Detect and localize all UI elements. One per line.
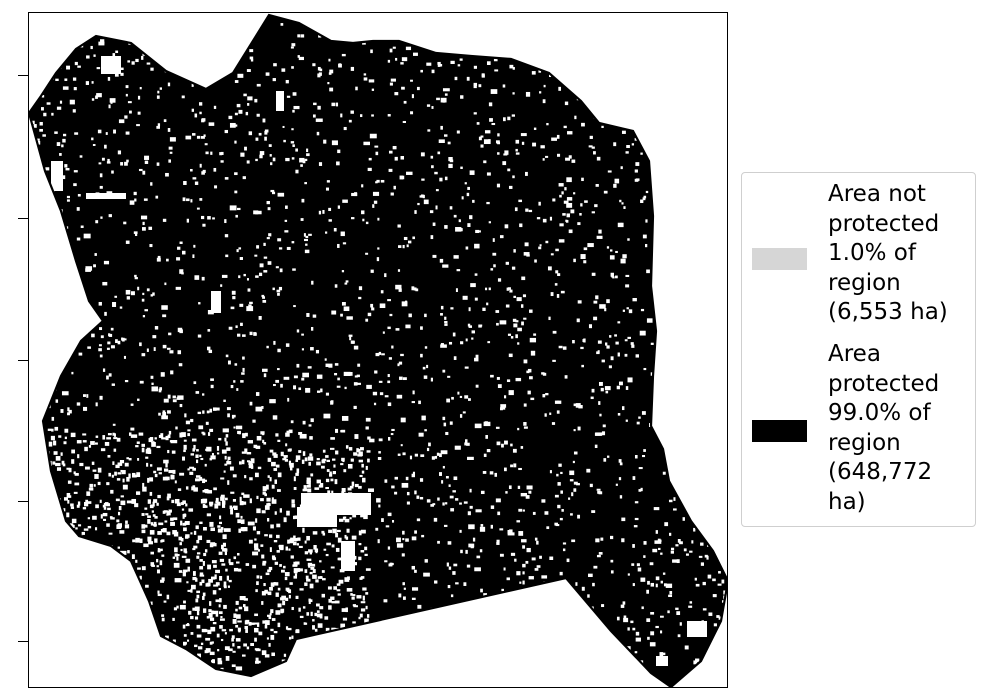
y-tick-2 bbox=[18, 218, 28, 219]
region-boundary bbox=[29, 13, 727, 687]
y-tick-1 bbox=[18, 75, 28, 76]
legend-swatch-not-protected bbox=[752, 248, 807, 270]
legend-swatch-protected bbox=[752, 420, 807, 442]
legend-label-protected: Area protected 99.0% of region (648,772 … bbox=[828, 341, 940, 515]
y-tick-3 bbox=[18, 360, 28, 361]
legend-label-not-protected: Area not protected 1.0% of region (6,553… bbox=[828, 181, 948, 325]
protected-area-region bbox=[29, 15, 727, 687]
map-frame bbox=[28, 12, 728, 688]
y-tick-5 bbox=[18, 641, 28, 642]
legend: Area not protected 1.0% of region (6,553… bbox=[741, 172, 976, 527]
map-canvas bbox=[29, 13, 727, 687]
y-tick-4 bbox=[18, 501, 28, 502]
